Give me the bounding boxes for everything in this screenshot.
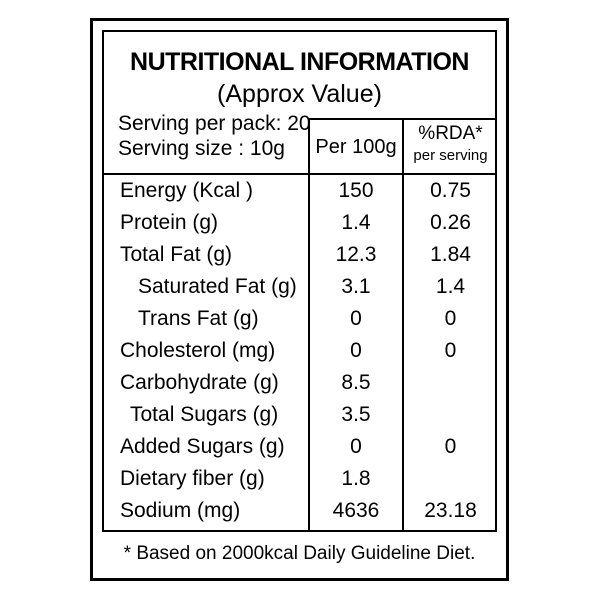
rda-value: 1.84 — [430, 243, 471, 266]
footnote: * Based on 2000kcal Daily Guideline Diet… — [123, 543, 476, 564]
table-row: Added Sugars (g) 0 0 — [104, 431, 495, 463]
table-row: Protein (g) 1.4 0.26 — [104, 207, 495, 239]
serving-size: Serving size : 10g — [118, 137, 285, 160]
nutrient-name: Trans Fat (g) — [138, 307, 259, 330]
nutrient-name: Total Sugars (g) — [130, 403, 279, 426]
column-header-per100: Per 100g — [315, 136, 397, 158]
table-row: Carbohydrate (g) 8.5 — [104, 367, 495, 399]
rda-value: 0 — [444, 339, 457, 362]
per100-value: 8.5 — [341, 371, 371, 394]
column-divider-1 — [308, 118, 310, 532]
nutrient-name: Added Sugars (g) — [120, 435, 285, 458]
table-row: Saturated Fat (g) 3.1 1.4 — [104, 271, 495, 303]
table-row: Cholesterol (mg) 0 0 — [104, 335, 495, 367]
rda-value: 0.26 — [430, 211, 471, 234]
column-divider-2 — [402, 118, 404, 532]
column-header-rda: %RDA* — [418, 123, 483, 144]
per100-value: 0 — [350, 435, 362, 458]
rda-value: 0.75 — [430, 179, 471, 202]
table-row: Total Fat (g) 12.3 1.84 — [104, 239, 495, 271]
nutrient-name: Dietary fiber (g) — [120, 467, 265, 490]
column-header-rda-sub: per serving — [413, 147, 488, 164]
nutrition-label: NUTRITIONAL INFORMATION (Approx Value) S… — [90, 18, 509, 581]
table-row: Trans Fat (g) 0 0 — [104, 303, 495, 335]
label-title: NUTRITIONAL INFORMATION — [130, 48, 469, 76]
per100-value: 0 — [350, 307, 362, 330]
rda-value: 1.4 — [435, 275, 466, 298]
nutrient-name: Saturated Fat (g) — [138, 275, 297, 298]
nutrient-name: Cholesterol (mg) — [120, 339, 276, 362]
per100-value: 150 — [338, 179, 374, 202]
per100-value: 3.1 — [341, 275, 371, 298]
rda-value: 0 — [444, 307, 457, 330]
per100-value: 3.5 — [341, 403, 371, 426]
per100-value: 1.8 — [341, 467, 371, 490]
nutrient-name: Energy (Kcal ) — [120, 179, 254, 202]
rda-value: 23.18 — [424, 499, 477, 522]
nutrition-table: NUTRITIONAL INFORMATION (Approx Value) S… — [102, 30, 497, 532]
serving-per-pack: Serving per pack: 20 — [118, 112, 311, 135]
table-row: Total Sugars (g) 3.5 — [104, 399, 495, 431]
header-bottom-divider — [104, 173, 497, 175]
per100-value: 0 — [350, 339, 362, 362]
per100-value: 12.3 — [335, 243, 377, 266]
table-row: Dietary fiber (g) 1.8 — [104, 463, 495, 495]
rda-value: 0 — [444, 435, 457, 458]
per100-value: 4636 — [332, 499, 380, 522]
nutrient-name: Sodium (mg) — [120, 499, 241, 522]
table-row: Energy (Kcal ) 150 0.75 — [104, 175, 495, 207]
nutrient-name: Total Fat (g) — [120, 243, 233, 266]
nutrient-name: Protein (g) — [120, 211, 219, 234]
nutrient-name: Carbohydrate (g) — [120, 371, 279, 394]
label-subtitle: (Approx Value) — [217, 80, 382, 108]
per100-value: 1.4 — [341, 211, 371, 234]
table-row: Sodium (mg) 4636 23.18 — [104, 495, 495, 527]
